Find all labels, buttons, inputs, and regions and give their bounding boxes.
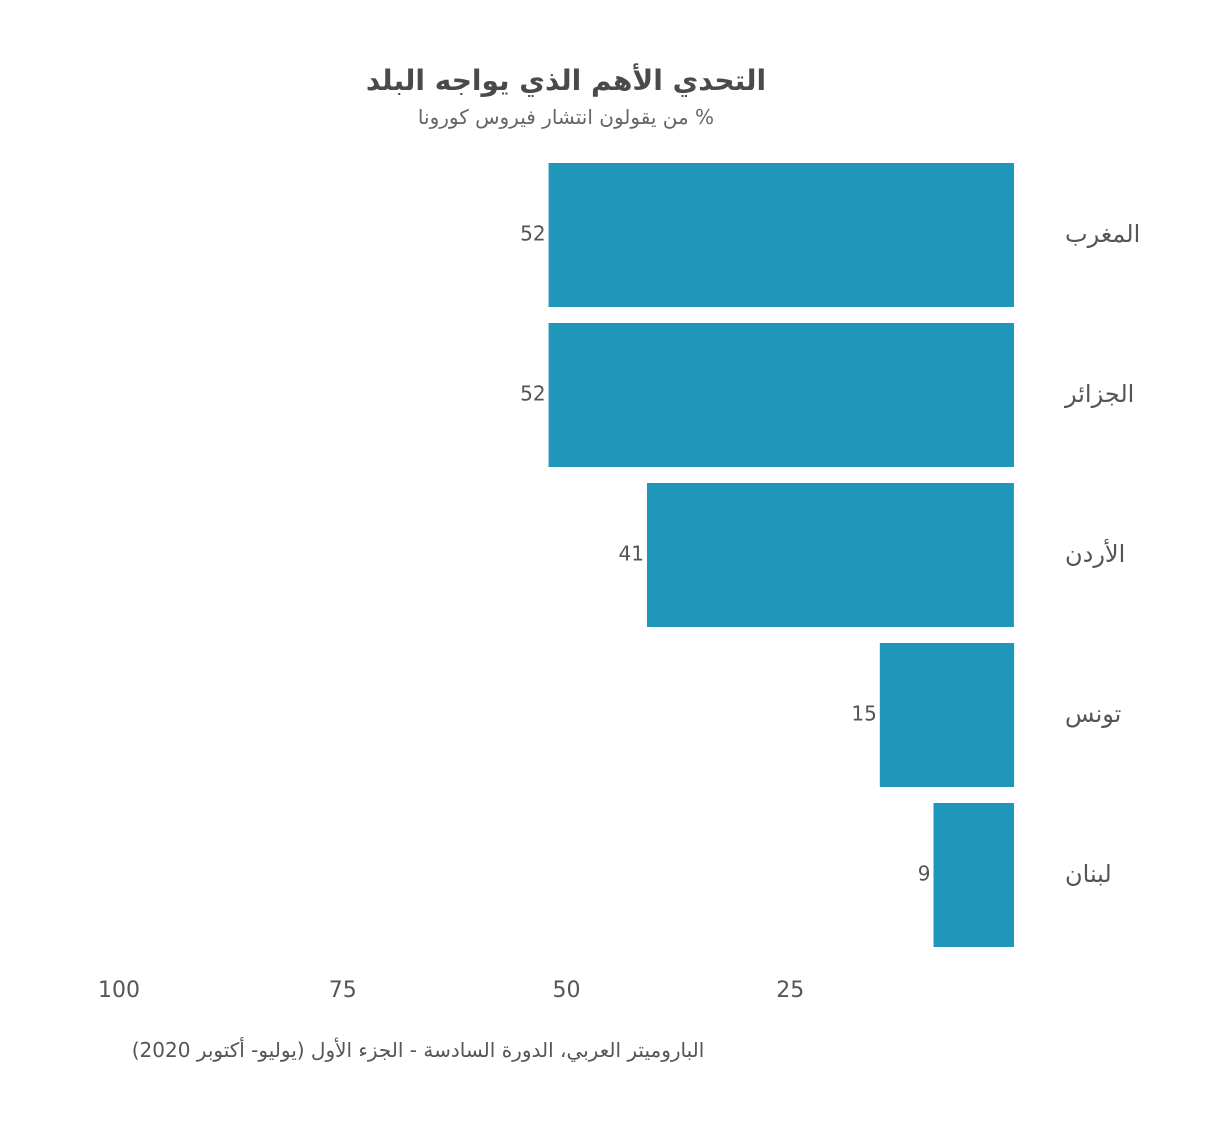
category-label: تونس: [1065, 700, 1121, 728]
bars-group: 52 المغرب 52 الجزائر 41 الأردن 15 تونس 9 لبنان: [520, 163, 1140, 947]
x-tick-label: 100: [98, 978, 140, 1003]
category-label: المغرب: [1065, 220, 1140, 248]
x-tick-label: 50: [553, 978, 581, 1003]
bar-value-label: 15: [851, 702, 876, 726]
bar-value-label: 9: [918, 862, 931, 886]
bar-value-label: 52: [520, 222, 545, 246]
bar: [933, 803, 1014, 947]
x-tick-label: 75: [329, 978, 357, 1003]
category-label: لبنان: [1065, 860, 1112, 888]
bar-value-label: 52: [520, 382, 545, 406]
x-axis-ticks: 100 75 50 25: [98, 978, 804, 1003]
bar: [647, 483, 1014, 627]
category-label: الجزائر: [1064, 380, 1134, 408]
category-label: الأردن: [1065, 539, 1125, 568]
bar: [548, 163, 1014, 307]
bar: [548, 323, 1014, 467]
bar: [879, 643, 1015, 787]
x-tick-label: 25: [776, 978, 804, 1003]
chart-title: التحدي الأهم الذي يواجه البلد: [366, 63, 766, 97]
bar-value-label: 41: [619, 542, 644, 566]
chart-subtitle: % من يقولون انتشار فيروس كورونا: [418, 105, 714, 129]
source-caption: الباروميتر العربي، الدورة السادسة - الجز…: [132, 1037, 705, 1063]
